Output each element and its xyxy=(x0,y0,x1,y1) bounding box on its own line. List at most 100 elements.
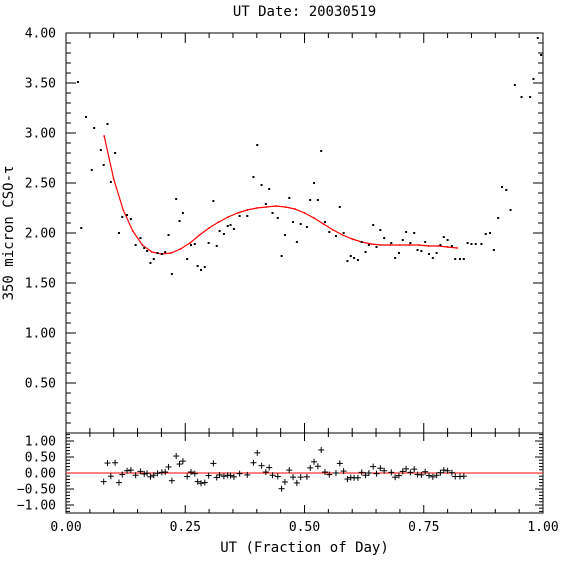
residual-point xyxy=(236,470,243,477)
data-point xyxy=(492,249,495,251)
data-point xyxy=(207,242,210,244)
fit-line xyxy=(103,135,458,255)
data-point xyxy=(338,206,341,208)
data-point xyxy=(405,231,408,233)
fit-marker xyxy=(379,244,382,246)
residual-point xyxy=(184,473,191,480)
data-point xyxy=(268,188,271,190)
data-point xyxy=(313,182,316,184)
fit-marker xyxy=(112,178,115,180)
fit-marker xyxy=(217,221,220,223)
data-point xyxy=(394,257,397,259)
data-point xyxy=(80,227,83,229)
data-point xyxy=(509,209,512,211)
data-point xyxy=(489,232,492,234)
residual-point xyxy=(150,472,157,479)
data-point xyxy=(295,241,298,243)
data-point xyxy=(454,258,457,260)
data-point xyxy=(346,260,349,262)
residual-point xyxy=(460,473,467,480)
x-tick-label: 0.75 xyxy=(408,520,439,535)
data-point xyxy=(99,149,102,151)
data-point xyxy=(446,239,449,241)
fit-curve xyxy=(103,135,459,255)
data-point xyxy=(360,241,363,243)
fit-marker xyxy=(446,246,449,248)
data-point xyxy=(288,197,291,199)
residual-point xyxy=(124,467,131,474)
residual-point xyxy=(127,467,134,474)
fit-marker xyxy=(284,206,287,208)
data-point xyxy=(212,200,215,202)
data-point xyxy=(532,78,535,80)
residual-point xyxy=(100,478,107,485)
fit-marker xyxy=(141,244,144,246)
data-point xyxy=(226,225,229,227)
data-point xyxy=(199,269,202,271)
residual-point xyxy=(162,469,169,476)
data-point xyxy=(126,214,129,216)
data-point xyxy=(156,252,159,254)
data-point xyxy=(152,258,155,260)
data-point xyxy=(276,217,279,219)
fit-marker xyxy=(103,135,106,137)
data-point xyxy=(238,215,241,217)
data-point xyxy=(121,216,124,218)
residual-point xyxy=(425,472,432,479)
data-point xyxy=(222,233,225,235)
residual-point xyxy=(266,464,273,471)
residual-point xyxy=(377,465,384,472)
data-point xyxy=(459,258,462,260)
fit-marker xyxy=(370,243,373,245)
data-point xyxy=(334,235,337,237)
chart-title: UT Date: 20030519 xyxy=(233,4,376,20)
x-tick-label: 1.00 xyxy=(527,520,558,535)
residual-point xyxy=(197,480,204,487)
data-point xyxy=(497,217,500,219)
fit-marker xyxy=(246,209,249,211)
residual-point xyxy=(107,473,114,480)
x-tick-label: 0.50 xyxy=(289,520,320,535)
y-tick-label: −0.50 xyxy=(17,483,56,498)
residual-point xyxy=(281,478,288,485)
y-tick-label: 3.00 xyxy=(25,127,56,142)
data-point xyxy=(466,242,469,244)
residual-point xyxy=(286,467,293,474)
residual-point xyxy=(407,469,414,476)
y-tick-label: 1.50 xyxy=(25,277,56,292)
data-point xyxy=(439,244,442,246)
data-point xyxy=(175,198,178,200)
data-point xyxy=(470,243,473,245)
residual-point xyxy=(326,471,333,478)
data-point xyxy=(305,226,308,228)
residual-point xyxy=(210,460,217,467)
fit-marker xyxy=(227,216,230,218)
y-axis-label: 350 micron CSO-τ xyxy=(1,166,17,301)
fit-marker xyxy=(189,242,191,244)
residual-point xyxy=(137,468,144,475)
data-point xyxy=(442,236,445,238)
residual-point xyxy=(370,463,377,470)
fit-marker xyxy=(294,208,296,210)
residual-point xyxy=(220,473,227,480)
data-point xyxy=(193,243,196,245)
fit-marker xyxy=(236,212,239,214)
residual-point xyxy=(314,463,321,470)
residual-point xyxy=(176,461,183,468)
fit-marker xyxy=(303,212,306,214)
residual-point xyxy=(332,470,339,476)
fit-marker xyxy=(389,244,392,246)
residual-point xyxy=(448,469,455,476)
data-point xyxy=(264,203,267,205)
data-point xyxy=(450,245,453,247)
data-point xyxy=(149,262,152,264)
fit-marker xyxy=(341,234,344,236)
fit-marker xyxy=(332,229,335,231)
residual-point xyxy=(165,463,172,470)
data-point xyxy=(427,253,430,255)
data-point xyxy=(309,199,312,201)
y-tick-label: −1.00 xyxy=(17,499,56,514)
data-point xyxy=(280,255,283,257)
data-point xyxy=(129,218,132,220)
residual-point xyxy=(258,462,265,469)
